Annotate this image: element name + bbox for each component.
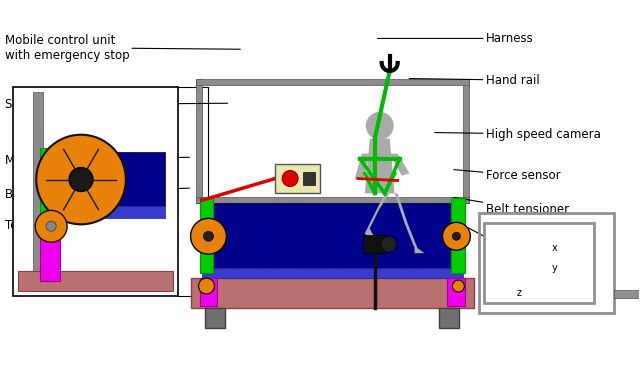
Circle shape bbox=[452, 232, 460, 240]
Polygon shape bbox=[390, 154, 410, 175]
Bar bbox=[45, 206, 164, 218]
Circle shape bbox=[36, 135, 126, 224]
Bar bbox=[202, 203, 463, 268]
Circle shape bbox=[204, 231, 214, 241]
Bar bbox=[196, 79, 202, 203]
Circle shape bbox=[366, 112, 394, 140]
Circle shape bbox=[282, 171, 298, 186]
Bar bbox=[363, 235, 387, 253]
Bar bbox=[40, 221, 60, 281]
Text: Force sensor: Force sensor bbox=[454, 169, 560, 182]
Circle shape bbox=[191, 218, 227, 254]
Text: Mobile control unit
with emergency stop: Mobile control unit with emergency stop bbox=[4, 34, 241, 62]
Text: Teflon plate: Teflon plate bbox=[4, 213, 138, 232]
Polygon shape bbox=[385, 193, 424, 253]
Bar bbox=[463, 79, 469, 203]
Polygon shape bbox=[365, 139, 395, 193]
Text: Belt: Belt bbox=[4, 188, 189, 201]
Text: Belt tensioner: Belt tensioner bbox=[454, 197, 569, 216]
Circle shape bbox=[35, 210, 67, 242]
Bar bbox=[196, 79, 469, 85]
Bar bbox=[447, 278, 465, 306]
Text: Frame: Frame bbox=[460, 224, 522, 253]
Polygon shape bbox=[365, 193, 390, 248]
Bar bbox=[200, 278, 218, 306]
Bar bbox=[451, 199, 465, 273]
Bar bbox=[484, 224, 594, 303]
Text: Hand rail: Hand rail bbox=[409, 74, 540, 87]
Bar bbox=[191, 278, 474, 308]
Bar bbox=[40, 148, 56, 214]
Text: Motor: Motor bbox=[4, 154, 189, 167]
Text: y: y bbox=[552, 263, 557, 273]
Circle shape bbox=[198, 278, 214, 294]
Bar bbox=[196, 197, 469, 203]
Circle shape bbox=[46, 221, 56, 231]
Bar bbox=[614, 290, 639, 298]
Text: x: x bbox=[552, 243, 557, 253]
Bar bbox=[275, 164, 320, 193]
Bar bbox=[13, 87, 178, 296]
Bar bbox=[205, 308, 225, 328]
Bar bbox=[479, 213, 614, 313]
Bar bbox=[303, 171, 315, 185]
Circle shape bbox=[381, 236, 397, 252]
Text: Safety key: Safety key bbox=[4, 98, 228, 111]
Bar bbox=[45, 152, 164, 206]
Bar bbox=[33, 92, 44, 291]
Bar bbox=[200, 199, 214, 273]
Circle shape bbox=[69, 168, 93, 192]
Circle shape bbox=[442, 222, 470, 250]
Bar bbox=[202, 268, 463, 278]
Bar bbox=[440, 308, 460, 328]
Text: Harness: Harness bbox=[378, 32, 533, 45]
Text: z: z bbox=[516, 288, 522, 298]
Circle shape bbox=[452, 280, 465, 292]
Text: High speed camera: High speed camera bbox=[435, 128, 600, 141]
Polygon shape bbox=[355, 154, 370, 181]
Bar bbox=[19, 271, 173, 291]
